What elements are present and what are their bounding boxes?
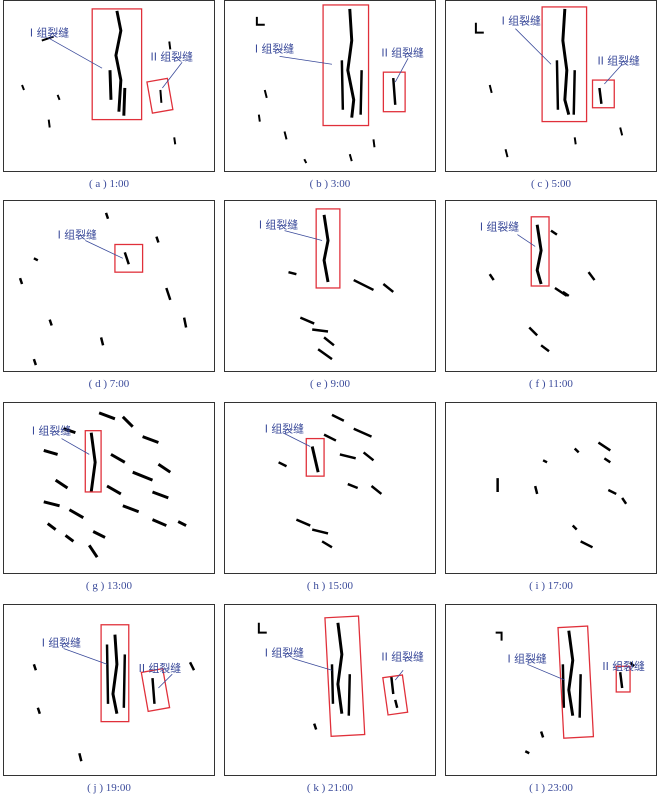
panel-f-image: I 组裂缝 — [445, 200, 657, 372]
panel-k: I 组裂缝 II 组裂缝 ( k ) 21:00 — [224, 604, 436, 799]
panel-f: I 组裂缝 ( f ) 11:00 — [445, 200, 657, 395]
crack-map-c: I 组裂缝 II 组裂缝 — [474, 6, 640, 158]
group-one-label: I 组裂缝 — [42, 636, 81, 650]
group-two-label: II 组裂缝 — [151, 49, 194, 63]
group-one-label: I 组裂缝 — [58, 228, 97, 242]
crack-map-e: I 组裂缝 — [259, 208, 395, 361]
group-two-label: II 组裂缝 — [139, 661, 182, 675]
panel-e-image: I 组裂缝 — [224, 200, 436, 372]
panel-c-image: I 组裂缝 II 组裂缝 — [445, 0, 657, 172]
caption-k: ( k ) 21:00 — [306, 782, 354, 794]
caption-f: ( f ) 11:00 — [529, 378, 573, 390]
group-two-label: II 组裂缝 — [597, 53, 640, 67]
crack-map-f: I 组裂缝 — [480, 216, 596, 353]
crack-map-h: I 组裂缝 — [265, 413, 383, 549]
group-one-label: I 组裂缝 — [259, 218, 298, 232]
crack-map-l: I 组裂缝 II 组裂缝 — [495, 625, 645, 755]
group-one-label: I 组裂缝 — [480, 220, 519, 234]
group-one-label: I 组裂缝 — [502, 14, 541, 28]
panel-l: I 组裂缝 II 组裂缝 ( l ) 23:00 — [445, 604, 657, 799]
group-one-label: I 组裂缝 — [508, 651, 547, 665]
group-two-label: II 组裂缝 — [381, 649, 424, 663]
panel-j-image: I 组裂缝 II 组裂缝 — [3, 604, 215, 776]
panel-h-image: I 组裂缝 — [224, 402, 436, 574]
group-one-label: I 组裂缝 — [255, 41, 294, 55]
crack-map-j: I 组裂缝 II 组裂缝 — [32, 624, 196, 762]
crack-map-d: I 组裂缝 — [18, 212, 188, 366]
panel-i: ( i ) 17:00 — [445, 402, 657, 597]
caption-c: ( c ) 5:00 — [530, 178, 571, 190]
caption-h: ( h ) 15:00 — [306, 580, 354, 592]
group-one-label: I 组裂缝 — [265, 645, 304, 659]
crack-map-g: I 组裂缝 — [32, 411, 187, 559]
caption-a: ( a ) 1:00 — [88, 178, 129, 190]
caption-l: ( l ) 23:00 — [529, 782, 573, 794]
caption-g: ( g ) 13:00 — [85, 580, 133, 592]
caption-d: ( d ) 7:00 — [88, 378, 130, 390]
panel-a: I 组裂缝 II 组裂缝 ( a ) 1:00 — [3, 0, 215, 195]
group-one-label: I 组裂缝 — [265, 422, 304, 436]
group-two-label: II 组裂缝 — [602, 659, 645, 673]
crack-map-k: I 组裂缝 II 组裂缝 — [257, 615, 424, 737]
caption-j: ( j ) 19:00 — [87, 782, 131, 794]
panel-g-image: I 组裂缝 — [3, 402, 215, 574]
panel-l-image: I 组裂缝 II 组裂缝 — [445, 604, 657, 776]
crack-map-a: I 组裂缝 II 组裂缝 — [21, 8, 194, 145]
caption-b: ( b ) 3:00 — [309, 178, 351, 190]
panel-i-image — [445, 402, 657, 574]
caption-i: ( i ) 17:00 — [529, 580, 573, 592]
caption-e: ( e ) 9:00 — [309, 378, 350, 390]
crack-map-i — [496, 441, 628, 549]
panel-d: I 组裂缝 ( d ) 7:00 — [3, 200, 215, 395]
panel-a-image: I 组裂缝 II 组裂缝 — [3, 0, 215, 172]
panel-g: I 组裂缝 ( g ) 13:00 — [3, 402, 215, 597]
group-two-label: II 组裂缝 — [381, 45, 424, 59]
group-one-label: I 组裂缝 — [32, 424, 71, 438]
group-one-label: I 组裂缝 — [30, 26, 69, 40]
panel-c: I 组裂缝 II 组裂缝 ( c ) 5:00 — [445, 0, 657, 195]
panel-e: I 组裂缝 ( e ) 9:00 — [224, 200, 436, 395]
panel-j: I 组裂缝 II 组裂缝 ( j ) 19:00 — [3, 604, 215, 799]
panel-h: I 组裂缝 ( h ) 15:00 — [224, 402, 436, 597]
crack-map-b: I 组裂缝 II 组裂缝 — [255, 4, 424, 164]
panel-b: I 组裂缝 II 组裂缝 ( b ) 3:00 — [224, 0, 436, 195]
panel-b-image: I 组裂缝 II 组裂缝 — [224, 0, 436, 172]
panel-k-image: I 组裂缝 II 组裂缝 — [224, 604, 436, 776]
panel-d-image: I 组裂缝 — [3, 200, 215, 372]
